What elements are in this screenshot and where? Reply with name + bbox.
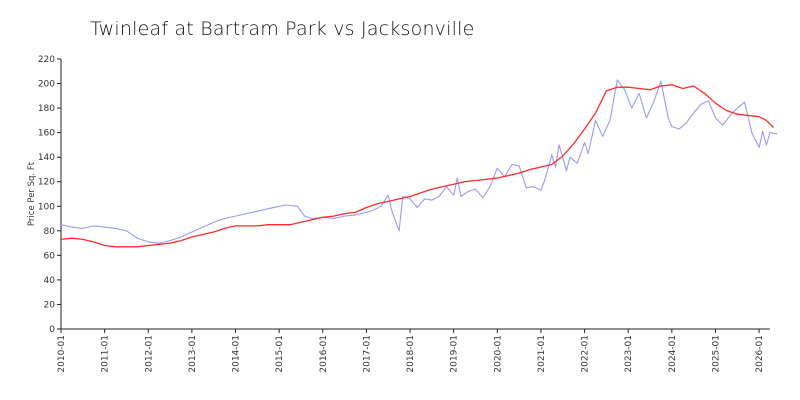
y-tick-label: 160 [38,129,55,139]
y-tick-label: 140 [38,153,55,163]
y-tick-label: 20 [44,300,56,310]
y-tick-label: 40 [44,276,56,286]
x-tick-label: 2021-01 [537,335,547,373]
x-tick-label: 2016-01 [319,335,329,373]
x-tick-label: 2011-01 [101,335,111,373]
y-tick-label: 60 [44,251,56,261]
y-tick-label: 100 [38,202,55,212]
x-tick-label: 2013-01 [188,335,198,373]
y-tick-label: 80 [44,227,56,237]
y-tick-label: 120 [38,178,55,188]
x-axis: 2010-01 2011-01 2012-01 2013-01 2014-01 2015-… [57,328,770,373]
x-tick-label: 2019-01 [450,335,460,373]
x-tick-label: 2012-01 [144,335,154,373]
x-tick-label: 2017-01 [362,335,372,373]
x-tick-label: 2022-01 [581,335,591,373]
y-tick-label: 180 [38,104,55,114]
x-tick-label: 2018-01 [406,335,416,373]
y-tick-label: 200 [38,80,55,90]
x-tick-label: 2026-01 [755,335,765,373]
x-tick-label: 2024-01 [668,335,678,373]
series-layer [60,79,778,248]
y-axis-label: Price Per Sq. Ft [27,161,37,226]
x-tick-label: 2025-01 [711,335,721,373]
x-tick-label: 2020-01 [493,335,503,373]
x-tick-label: 2014-01 [232,335,242,373]
y-axis: 0 20 40 60 80 100 120 140 160 180 200 220 [38,55,62,335]
y-tick-label: 0 [49,325,55,335]
chart-title: Twinleaf at Bartram Park vs Jacksonville [90,18,475,40]
y-tick-label: 220 [38,55,55,65]
x-tick-label: 2015-01 [275,335,285,373]
x-tick-label: 2023-01 [624,335,634,373]
series-line-2 [60,84,775,248]
series-line-1 [60,79,778,244]
x-tick-label: 2010-01 [57,335,67,373]
